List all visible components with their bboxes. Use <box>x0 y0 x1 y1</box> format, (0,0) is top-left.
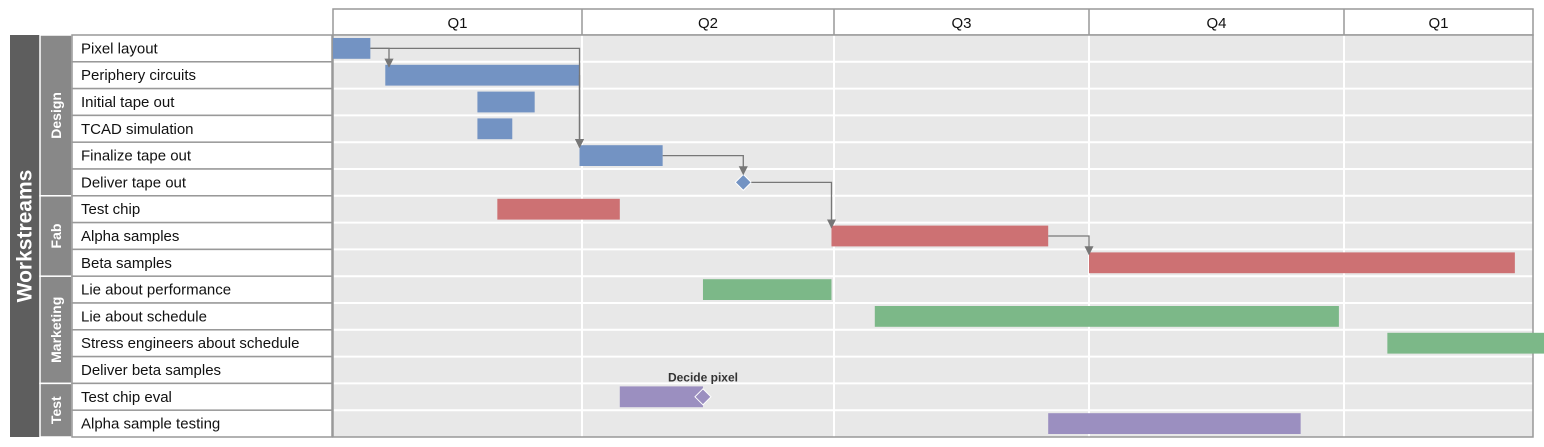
task-label-cell <box>71 302 333 331</box>
task-label: Beta samples <box>81 255 172 272</box>
group-label-marketing: Marketing <box>48 297 64 363</box>
milestone-diamond <box>694 388 712 406</box>
task-label: Pixel layout <box>81 40 159 57</box>
task-label: Stress engineers about schedule <box>81 335 299 352</box>
annotation-label: Decide pixel <box>668 370 738 384</box>
workstreams-label: Workstreams <box>14 170 37 303</box>
quarter-label: Q1 <box>447 15 467 32</box>
workstreams-bar <box>10 35 40 437</box>
quarter-label: Q3 <box>951 15 971 32</box>
task-bar <box>1387 332 1544 354</box>
task-bar <box>874 306 1339 327</box>
task-bar <box>1048 413 1301 434</box>
task-label: Alpha sample testing <box>81 416 220 433</box>
task-label-cell <box>71 114 333 143</box>
chart-border <box>332 34 1534 438</box>
task-bar <box>333 38 371 59</box>
task-bar <box>702 279 832 300</box>
task-label: Test chip <box>81 201 140 218</box>
quarter-header <box>332 8 1534 36</box>
quarter-label: Q1 <box>1428 15 1448 32</box>
group-label-test: Test <box>48 396 64 424</box>
task-label-cell <box>71 329 333 358</box>
task-label-cell <box>71 248 333 277</box>
task-label: Lie about performance <box>81 282 231 299</box>
dependency-arrow <box>662 154 748 176</box>
task-label-cell <box>71 382 333 411</box>
group-label-fab: Fab <box>48 224 64 249</box>
milestone-diamond <box>734 173 752 192</box>
dependency-arrow <box>1048 235 1094 256</box>
task-label: TCAD simulation <box>81 121 194 138</box>
quarter-label: Q2 <box>698 15 718 32</box>
task-label-cell <box>71 221 333 251</box>
task-bar <box>619 386 703 408</box>
task-bar <box>477 91 535 113</box>
task-bar <box>831 225 1049 247</box>
task-bar <box>497 198 620 220</box>
task-label: Lie about schedule <box>81 308 207 325</box>
task-label: Deliver tape out <box>81 174 187 191</box>
task-label: Periphery circuits <box>81 67 196 84</box>
dependency-arrow <box>751 181 837 229</box>
task-label-cell <box>71 61 333 90</box>
task-label-cell <box>71 34 333 63</box>
group-cell <box>39 275 73 385</box>
task-bar <box>1089 252 1515 274</box>
group-label-design: Design <box>48 92 64 139</box>
task-label: Initial tape out <box>81 94 175 111</box>
quarter-label: Q4 <box>1206 15 1226 32</box>
task-label: Deliver beta samples <box>81 362 221 379</box>
task-label: Test chip eval <box>81 389 172 406</box>
task-bar <box>385 64 580 86</box>
task-bar <box>477 118 513 140</box>
task-bar <box>579 145 663 166</box>
task-label-cell <box>71 409 333 438</box>
task-label: Alpha samples <box>81 228 179 245</box>
task-label: Finalize tape out <box>81 148 192 165</box>
